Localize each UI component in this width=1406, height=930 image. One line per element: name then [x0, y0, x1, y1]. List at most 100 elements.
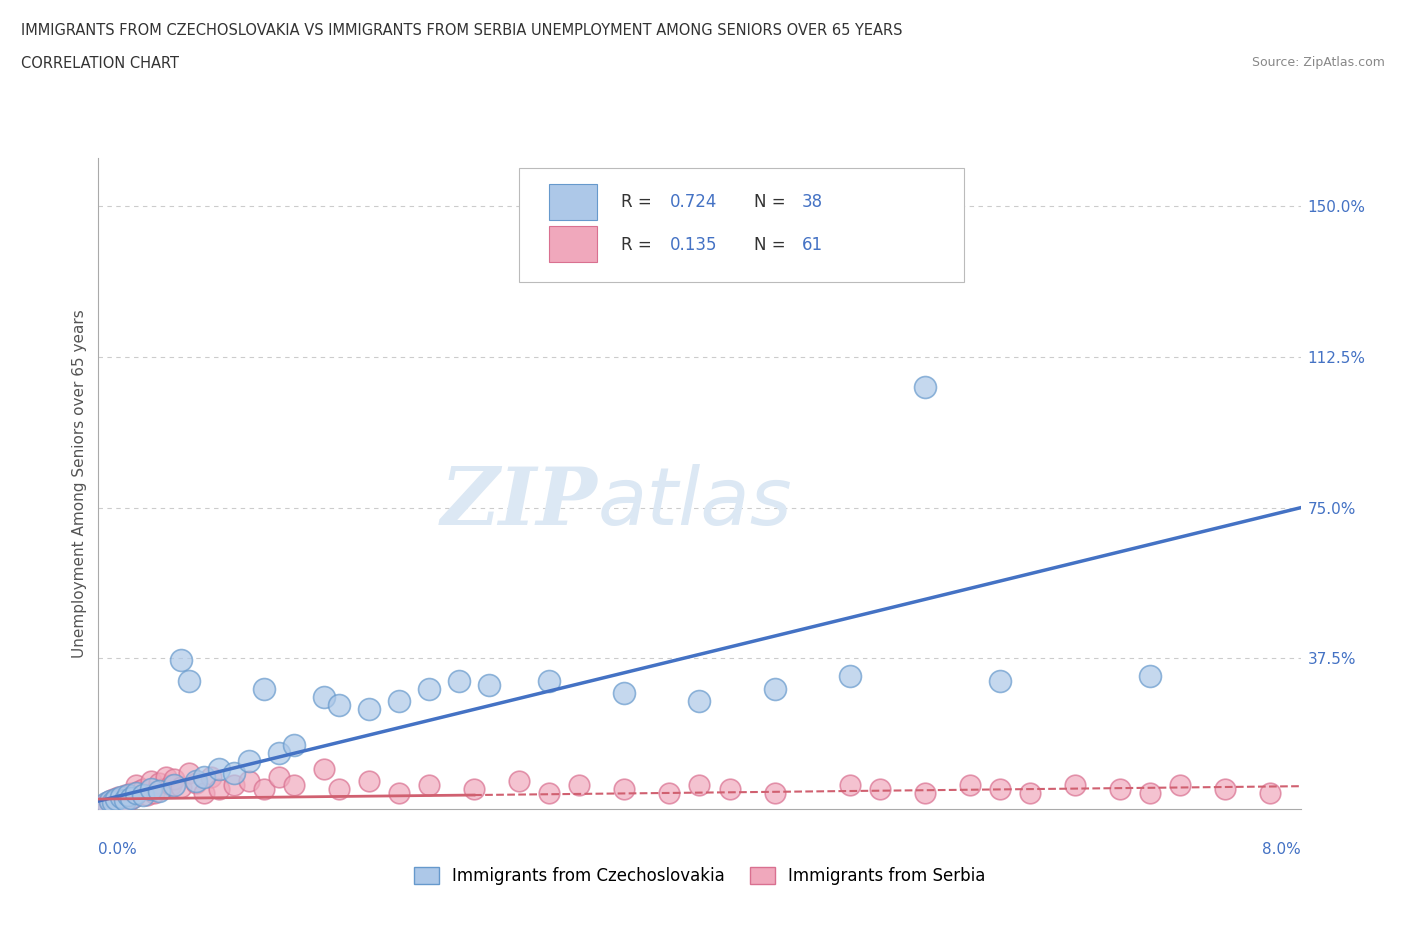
Point	[143, 786, 166, 801]
Point	[357, 774, 380, 789]
Point	[105, 791, 128, 806]
Point	[170, 653, 193, 668]
Point	[388, 786, 411, 801]
Point	[184, 774, 207, 789]
Point	[128, 784, 150, 799]
Point	[238, 774, 260, 789]
Point	[283, 737, 305, 752]
Point	[105, 793, 128, 808]
Text: 8.0%: 8.0%	[1261, 842, 1301, 857]
Point	[132, 781, 155, 796]
Text: IMMIGRANTS FROM CZECHOSLOVAKIA VS IMMIGRANTS FROM SERBIA UNEMPLOYMENT AMONG SENI: IMMIGRANTS FROM CZECHOSLOVAKIA VS IMMIGR…	[21, 23, 903, 38]
Point	[208, 762, 231, 777]
Point	[988, 781, 1011, 796]
Point	[110, 790, 132, 804]
Point	[538, 786, 561, 801]
Point	[139, 774, 162, 789]
Point	[100, 794, 122, 809]
Text: ZIP: ZIP	[440, 464, 598, 542]
Point	[124, 790, 146, 804]
Point	[1064, 777, 1087, 792]
Point	[155, 769, 177, 784]
Point	[538, 673, 561, 688]
Text: R =: R =	[621, 235, 658, 254]
Text: 38: 38	[801, 193, 823, 211]
Point	[914, 379, 936, 394]
Point	[114, 792, 136, 807]
Point	[1215, 781, 1237, 796]
Point	[688, 777, 710, 792]
Point	[135, 788, 157, 803]
Point	[184, 776, 207, 790]
Point	[238, 753, 260, 768]
Point	[568, 777, 591, 792]
Point	[914, 786, 936, 801]
Point	[328, 698, 350, 712]
Text: 0.135: 0.135	[669, 235, 717, 254]
Point	[193, 769, 215, 784]
Point	[357, 701, 380, 716]
Point	[253, 681, 276, 696]
Point	[267, 769, 290, 784]
Point	[200, 769, 222, 784]
Point	[838, 777, 860, 792]
Point	[312, 689, 335, 704]
FancyBboxPatch shape	[550, 184, 598, 220]
Point	[253, 781, 276, 796]
Point	[763, 681, 786, 696]
Point	[97, 793, 120, 808]
Point	[418, 777, 440, 792]
Point	[688, 693, 710, 708]
Text: R =: R =	[621, 193, 658, 211]
Point	[267, 746, 290, 761]
Point	[283, 777, 305, 792]
Point	[110, 791, 132, 806]
Point	[132, 788, 155, 803]
Point	[148, 776, 170, 790]
Point	[312, 762, 335, 777]
Point	[107, 790, 129, 804]
Point	[763, 786, 786, 801]
Point	[125, 786, 148, 801]
Point	[463, 781, 485, 796]
Point	[1139, 786, 1161, 801]
Point	[139, 781, 162, 796]
Point	[162, 772, 184, 787]
Point	[208, 781, 231, 796]
Text: CORRELATION CHART: CORRELATION CHART	[21, 56, 179, 71]
FancyBboxPatch shape	[550, 227, 598, 262]
Point	[103, 794, 125, 809]
Point	[222, 765, 245, 780]
Point	[613, 781, 636, 796]
FancyBboxPatch shape	[519, 168, 965, 282]
Point	[177, 673, 200, 688]
Text: 0.0%: 0.0%	[98, 842, 138, 857]
Point	[193, 786, 215, 801]
Point	[91, 798, 114, 813]
Point	[959, 777, 981, 792]
Legend: Immigrants from Czechoslovakia, Immigrants from Serbia: Immigrants from Czechoslovakia, Immigran…	[406, 860, 993, 892]
Text: atlas: atlas	[598, 464, 792, 542]
Point	[1019, 786, 1042, 801]
Point	[328, 781, 350, 796]
Point	[508, 774, 530, 789]
Point	[478, 677, 501, 692]
Point	[718, 781, 741, 796]
Point	[148, 784, 170, 799]
Point	[121, 786, 143, 801]
Point	[658, 786, 681, 801]
Point	[988, 673, 1011, 688]
Point	[613, 685, 636, 700]
Point	[1170, 777, 1192, 792]
Point	[121, 790, 143, 805]
Point	[388, 693, 411, 708]
Point	[869, 781, 891, 796]
Point	[112, 796, 135, 811]
Point	[150, 781, 173, 796]
Point	[103, 791, 125, 806]
Point	[117, 793, 139, 808]
Point	[1139, 669, 1161, 684]
Text: Source: ZipAtlas.com: Source: ZipAtlas.com	[1251, 56, 1385, 69]
Point	[125, 777, 148, 792]
Point	[117, 788, 139, 803]
